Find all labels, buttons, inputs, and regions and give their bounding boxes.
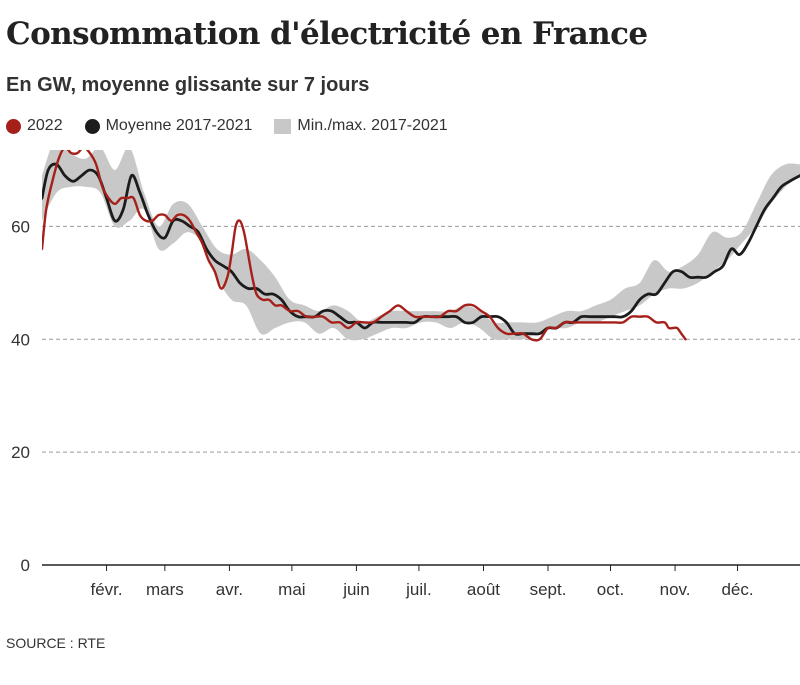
legend-label-2022: 2022 bbox=[27, 117, 63, 134]
legend-item-minmax: Min./max. 2017-2021 bbox=[274, 117, 448, 135]
legend-item-moyenne: Moyenne 2017-2021 bbox=[84, 117, 253, 135]
y-tick-label-60: 60 bbox=[11, 217, 30, 236]
line-2022 bbox=[42, 150, 687, 342]
x-tick-label-0: févr. bbox=[90, 580, 122, 599]
x-tick-label-4: juin bbox=[342, 580, 369, 599]
x-tick-label-6: août bbox=[467, 580, 500, 599]
legend-swatch-2022 bbox=[6, 118, 21, 134]
x-tick-label-5: juil. bbox=[405, 580, 432, 599]
legend-label-minmax: Min./max. 2017-2021 bbox=[297, 117, 448, 134]
x-tick-label-7: sept. bbox=[530, 580, 567, 599]
y-tick-label-20: 20 bbox=[11, 443, 30, 462]
y-tick-label-0: 0 bbox=[21, 556, 30, 575]
x-tick-label-10: déc. bbox=[721, 580, 753, 599]
chart-title: Consommation d'électricité en France bbox=[6, 16, 648, 52]
y-tick-label-40: 40 bbox=[11, 330, 30, 349]
legend-swatch-minmax bbox=[274, 118, 292, 134]
line-moyenne-2017-2021 bbox=[42, 162, 800, 336]
legend-item-2022: 2022 bbox=[6, 117, 63, 135]
x-tick-label-1: mars bbox=[146, 580, 184, 599]
x-tick-label-3: mai bbox=[278, 580, 305, 599]
x-tick-label-2: avr. bbox=[216, 580, 243, 599]
band-min-max-2017-2021 bbox=[42, 150, 800, 341]
chart-area: 0 20 40 60 févr. mars avr. mai juin juil. août sept… bbox=[11, 150, 800, 599]
x-tick-label-8: oct. bbox=[597, 580, 624, 599]
source-note: SOURCE : RTE bbox=[6, 635, 106, 651]
chart-subtitle: En GW, moyenne glissante sur 7 jours bbox=[6, 74, 370, 96]
x-tick-label-9: nov. bbox=[660, 580, 691, 599]
legend: 2022 Moyenne 2017-2021 Min./max. 2017-20… bbox=[6, 117, 470, 135]
legend-swatch-moyenne bbox=[84, 118, 100, 134]
legend-label-moyenne: Moyenne 2017-2021 bbox=[105, 117, 253, 134]
